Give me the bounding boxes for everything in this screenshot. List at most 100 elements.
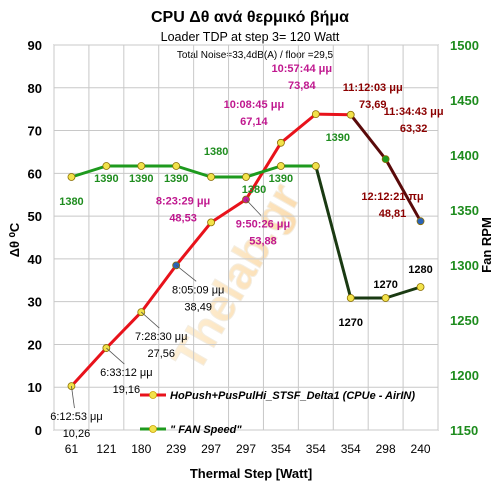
temp-value-label: 48,53 xyxy=(169,212,197,224)
y-left-tick-label: 60 xyxy=(28,166,42,181)
fan-point xyxy=(172,162,181,170)
temp-time-label: 10:08:45 μμ xyxy=(224,99,285,111)
fan-value-label: 1380 xyxy=(242,184,266,196)
temp-line-segment xyxy=(139,263,178,314)
x-tick-label: 354 xyxy=(341,442,361,456)
temp-value-label: 53,88 xyxy=(249,236,277,248)
temp-label-leader xyxy=(141,311,160,329)
temp-value-label: 63,32 xyxy=(400,123,428,135)
temp-point xyxy=(381,155,390,164)
y-left-tick-label: 50 xyxy=(28,209,42,224)
legend-fan-marker xyxy=(149,425,157,433)
y-right-tick-label: 1300 xyxy=(450,258,479,273)
x-tick-label: 354 xyxy=(271,442,291,456)
temp-time-label: 10:57:44 μμ xyxy=(272,63,333,75)
x-tick-label: 297 xyxy=(201,442,221,456)
fan-point xyxy=(416,283,425,291)
y-axis-left-label: Δθ ⁰C xyxy=(7,222,22,257)
x-tick-label: 354 xyxy=(306,442,326,456)
y-right-tick-label: 1350 xyxy=(450,203,479,218)
fan-value-label: 1390 xyxy=(129,173,153,185)
temp-label-leader xyxy=(71,386,75,409)
legend: HoPush+PusPulHi_STSF_Delta1 (CPUe - AirI… xyxy=(140,390,415,436)
legend-fan-label: " FAN Speed" xyxy=(170,424,242,436)
y-left-tick-label: 90 xyxy=(28,38,42,53)
fan-value-label: 1390 xyxy=(94,173,118,185)
temp-time-label: 8:05:09 μμ xyxy=(172,284,224,296)
fan-line-segment xyxy=(174,164,213,179)
y-left-tick-label: 30 xyxy=(28,295,42,310)
temp-line-segment xyxy=(69,346,108,388)
temp-time-label: 11:34:43 μμ xyxy=(384,106,444,118)
y-left-tick-label: 80 xyxy=(28,81,42,96)
temp-line-segment xyxy=(104,310,143,350)
y-right-tick-label: 1400 xyxy=(450,148,479,163)
chart-note: Total Noise=33,4dB(A) / floor =29,5 xyxy=(177,50,334,61)
fan-point xyxy=(277,162,285,170)
fan-line-segment xyxy=(244,164,283,179)
labels-layer: 6:12:53 μμ 10,26 6:33:12 μμ 19,16 7:28:30 μμ… xyxy=(50,63,443,440)
fan-line-segment xyxy=(384,285,423,300)
temp-point xyxy=(416,217,425,226)
temp-value-label: 10,26 xyxy=(63,428,91,440)
chart-title: CPU Δθ ανά θερμικό βήμα xyxy=(151,9,349,26)
fan-point xyxy=(381,294,390,302)
x-tick-label: 297 xyxy=(236,442,256,456)
y-left-tick-label: 0 xyxy=(35,423,42,438)
fan-line-segment xyxy=(69,164,108,179)
y-right-tick-label: 1250 xyxy=(450,313,479,328)
x-tick-label: 61 xyxy=(65,442,79,456)
legend-temp-marker xyxy=(149,391,157,399)
temp-line-segment xyxy=(174,220,213,267)
temp-time-label: 6:12:53 μμ xyxy=(50,411,102,423)
fan-line-segment xyxy=(314,164,353,300)
chart-subtitle: Loader TDP at step 3= 120 Watt xyxy=(161,30,340,44)
fan-point xyxy=(346,294,355,302)
y-left-tick-label: 20 xyxy=(28,337,42,352)
temp-time-label: 7:28:30 μμ xyxy=(135,331,187,343)
temp-time-label: 11:12:03 μμ xyxy=(343,82,403,94)
temp-point xyxy=(346,110,355,119)
temp-value-label: 38,49 xyxy=(184,301,212,313)
fan-value-label: 1280 xyxy=(408,264,432,276)
y-right-tick-label: 1500 xyxy=(450,38,479,53)
fan-point xyxy=(207,173,215,181)
temp-value-label: 73,69 xyxy=(359,99,387,111)
temp-value-label: 67,14 xyxy=(240,116,268,128)
temp-time-label: 12:12:21 πμ xyxy=(361,191,423,203)
temp-time-label: 9:50:26 μμ xyxy=(236,219,290,231)
temp-time-label: 6:33:12 μμ xyxy=(100,367,152,379)
temp-value-label: 48,81 xyxy=(379,208,407,220)
temp-label-leader xyxy=(106,347,125,365)
fan-point xyxy=(311,162,320,170)
temp-line-segment xyxy=(349,113,388,161)
y-right-tick-label: 1450 xyxy=(450,93,479,108)
y-axis-right-label: Fan RPM xyxy=(479,217,494,273)
fan-point xyxy=(67,173,76,181)
fan-value-label: 1380 xyxy=(204,146,228,158)
series-layer xyxy=(67,110,425,391)
x-tick-label: 121 xyxy=(96,442,116,456)
y-right-tick-label: 1150 xyxy=(450,423,478,438)
x-tick-label: 298 xyxy=(376,442,396,456)
fan-value-label: 1380 xyxy=(59,196,83,208)
fan-point xyxy=(137,162,146,170)
temp-time-label: 8:23:29 μμ xyxy=(156,195,210,207)
temp-label-leader xyxy=(245,199,262,216)
y-left-tick-label: 40 xyxy=(28,252,42,267)
y-right-tick-label: 1200 xyxy=(450,368,479,383)
legend-temp-label: HoPush+PusPulHi_STSF_Delta1 (CPUe - AirI… xyxy=(170,390,415,402)
temp-point xyxy=(207,218,215,227)
x-tick-label: 240 xyxy=(411,442,431,456)
fan-point xyxy=(242,173,250,181)
temp-line-segment xyxy=(314,112,353,117)
temp-value-label: 27,56 xyxy=(148,348,176,360)
fan-value-label: 1270 xyxy=(373,279,397,291)
temp-point xyxy=(311,110,320,119)
temp-label-leader xyxy=(175,265,197,282)
y-left-tick-label: 70 xyxy=(28,124,42,139)
x-tick-label: 239 xyxy=(166,442,186,456)
temp-value-label: 19,16 xyxy=(113,384,141,396)
